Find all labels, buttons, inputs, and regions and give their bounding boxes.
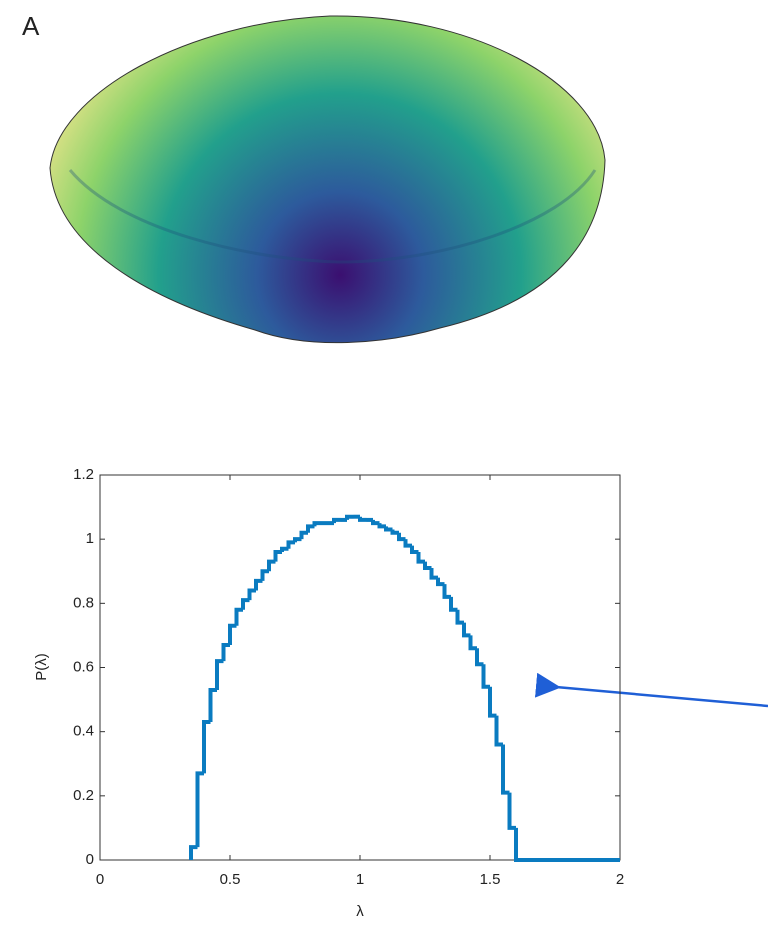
histogram-step [254, 578, 263, 591]
histogram-step [416, 552, 425, 564]
x-tick-label: 1.5 [480, 871, 501, 888]
histogram-step [247, 588, 256, 601]
histogram-step [215, 659, 224, 690]
histogram-step [241, 598, 250, 610]
histogram-step [468, 635, 477, 651]
y-tick-label: 0.2 [73, 787, 94, 804]
histogram-step [332, 517, 341, 524]
y-tick-label: 0.4 [73, 723, 94, 740]
histogram-step [384, 526, 393, 532]
histogram-step [299, 530, 308, 540]
x-axis-label: λ [356, 903, 364, 920]
histogram-step [442, 584, 451, 599]
histogram-step [429, 568, 438, 580]
x-tick-label: 0.5 [220, 871, 241, 888]
histogram-step [481, 664, 490, 689]
histogram-step [390, 529, 399, 535]
histogram-step [312, 521, 321, 527]
histogram-step [462, 622, 471, 638]
histogram-step [475, 648, 484, 667]
histogram-step [358, 516, 367, 522]
histogram-step [397, 532, 406, 542]
histogram-step [228, 623, 237, 646]
histogram-step [436, 577, 445, 587]
histogram-step [501, 744, 510, 795]
histogram-step [234, 607, 243, 626]
histogram-step [423, 561, 432, 571]
y-tick-label: 0 [86, 851, 94, 868]
x-tick-label: 2 [616, 871, 624, 888]
histogram-step [195, 771, 204, 848]
x-tick-label: 1 [356, 871, 364, 888]
y-tick-label: 1.2 [73, 466, 94, 483]
histogram-step [221, 643, 230, 662]
histogram-chart: λ P(λ) 0 0.2 0.4 0.6 0.8 1 1.2 0 0.5 1 1.5 2 [33, 466, 624, 920]
y-axis-label: P(λ) [33, 653, 50, 681]
y-tick-label: 0.8 [73, 594, 94, 611]
histogram-step [208, 687, 217, 723]
histogram-step [202, 720, 211, 774]
histogram-step [371, 519, 380, 526]
axes-box [99, 474, 621, 861]
histogram-step [260, 569, 269, 581]
histogram-step [267, 559, 276, 572]
histogram-step [403, 539, 412, 548]
histogram-step [273, 550, 282, 562]
histogram-step [189, 845, 198, 860]
surface-rim-shade [68, 169, 597, 264]
histogram-step [455, 609, 464, 625]
histogram-step [280, 546, 289, 552]
histogram-step [449, 596, 458, 612]
y-tick-label: 0.6 [73, 658, 94, 675]
histogram-step [488, 686, 497, 718]
histogram-step [514, 827, 523, 862]
histogram-step [345, 514, 354, 520]
x-tick-label: 0 [96, 871, 104, 888]
histogram-step [494, 715, 503, 747]
annotation-arrow [534, 672, 768, 708]
histogram-step [377, 523, 386, 529]
histogram-step [306, 524, 315, 533]
histogram-step [286, 540, 295, 549]
histogram-step [507, 792, 516, 830]
surface-plot [49, 15, 606, 344]
panel-label: A [22, 11, 40, 41]
y-tick-label: 1 [86, 530, 94, 547]
histogram-step [293, 537, 302, 543]
histogram-step [410, 545, 419, 554]
